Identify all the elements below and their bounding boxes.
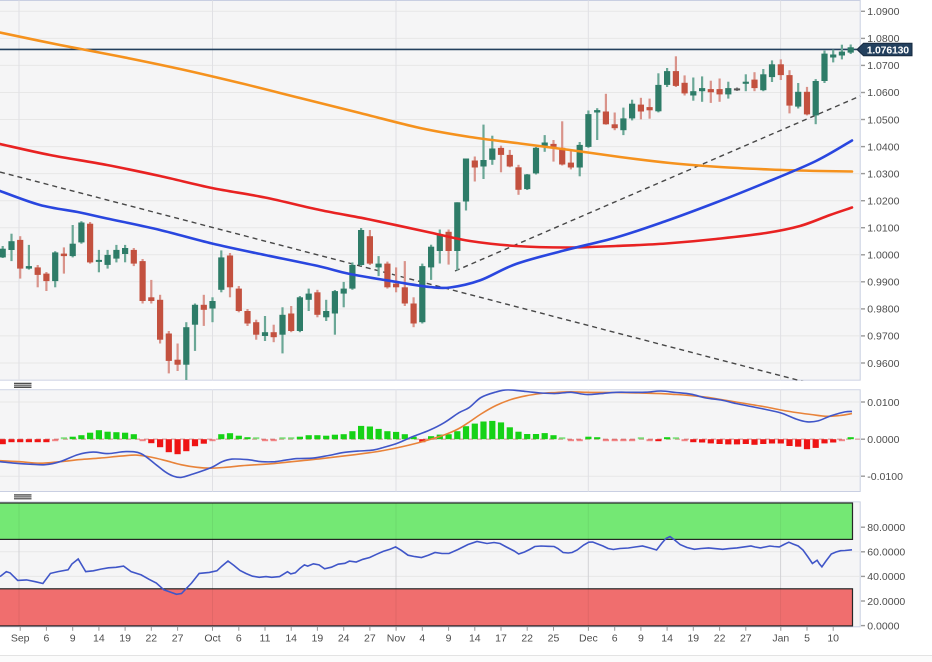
svg-text:14: 14 [469, 633, 481, 645]
svg-text:1.076130: 1.076130 [867, 45, 910, 57]
svg-text:25: 25 [548, 633, 560, 645]
svg-text:19: 19 [119, 633, 131, 645]
svg-text:Nov: Nov [387, 633, 406, 645]
svg-text:0.9600: 0.9600 [867, 358, 899, 370]
svg-text:5: 5 [804, 633, 810, 645]
svg-text:60.0000: 60.0000 [867, 547, 905, 559]
svg-text:20.0000: 20.0000 [867, 596, 905, 608]
svg-text:14: 14 [661, 633, 673, 645]
svg-text:1.0000: 1.0000 [867, 250, 899, 262]
svg-text:11: 11 [260, 633, 271, 645]
svg-text:9: 9 [446, 633, 452, 645]
svg-text:1.0900: 1.0900 [867, 6, 899, 18]
svg-text:9: 9 [70, 633, 76, 645]
svg-text:22: 22 [714, 633, 726, 645]
svg-text:1.0500: 1.0500 [867, 114, 899, 126]
svg-text:14: 14 [93, 633, 105, 645]
svg-text:1.0100: 1.0100 [867, 223, 899, 235]
svg-text:1.0300: 1.0300 [867, 168, 899, 180]
svg-text:1.0800: 1.0800 [867, 33, 899, 45]
svg-text:Sep: Sep [11, 633, 30, 645]
svg-text:19: 19 [687, 633, 699, 645]
svg-text:0.9700: 0.9700 [867, 331, 899, 343]
svg-text:24: 24 [338, 633, 350, 645]
svg-text:40.0000: 40.0000 [867, 571, 905, 583]
svg-text:17: 17 [495, 633, 507, 645]
svg-text:0.0100: 0.0100 [867, 397, 899, 409]
svg-text:19: 19 [312, 633, 324, 645]
svg-text:0.0000: 0.0000 [867, 434, 899, 446]
svg-text:27: 27 [740, 633, 752, 645]
svg-text:6: 6 [43, 633, 49, 645]
svg-text:14: 14 [285, 633, 297, 645]
svg-text:0.9900: 0.9900 [867, 277, 899, 289]
svg-text:-0.0100: -0.0100 [867, 471, 903, 483]
svg-text:Dec: Dec [579, 633, 598, 645]
svg-text:1.0400: 1.0400 [867, 141, 899, 153]
svg-text:6: 6 [236, 633, 242, 645]
svg-text:0.0000: 0.0000 [867, 620, 899, 632]
svg-text:0.9800: 0.9800 [867, 304, 899, 316]
svg-text:22: 22 [521, 633, 533, 645]
svg-text:6: 6 [612, 633, 618, 645]
svg-text:22: 22 [145, 633, 157, 645]
svg-text:4: 4 [419, 633, 425, 645]
svg-text:1.0200: 1.0200 [867, 196, 899, 208]
svg-text:9: 9 [638, 633, 644, 645]
svg-text:27: 27 [172, 633, 184, 645]
svg-text:Oct: Oct [204, 633, 220, 645]
svg-text:1.0700: 1.0700 [867, 60, 899, 72]
svg-text:10: 10 [827, 633, 839, 645]
svg-text:1.0600: 1.0600 [867, 87, 899, 99]
svg-text:Jan: Jan [772, 633, 789, 645]
svg-text:27: 27 [364, 633, 376, 645]
svg-text:80.0000: 80.0000 [867, 522, 905, 534]
